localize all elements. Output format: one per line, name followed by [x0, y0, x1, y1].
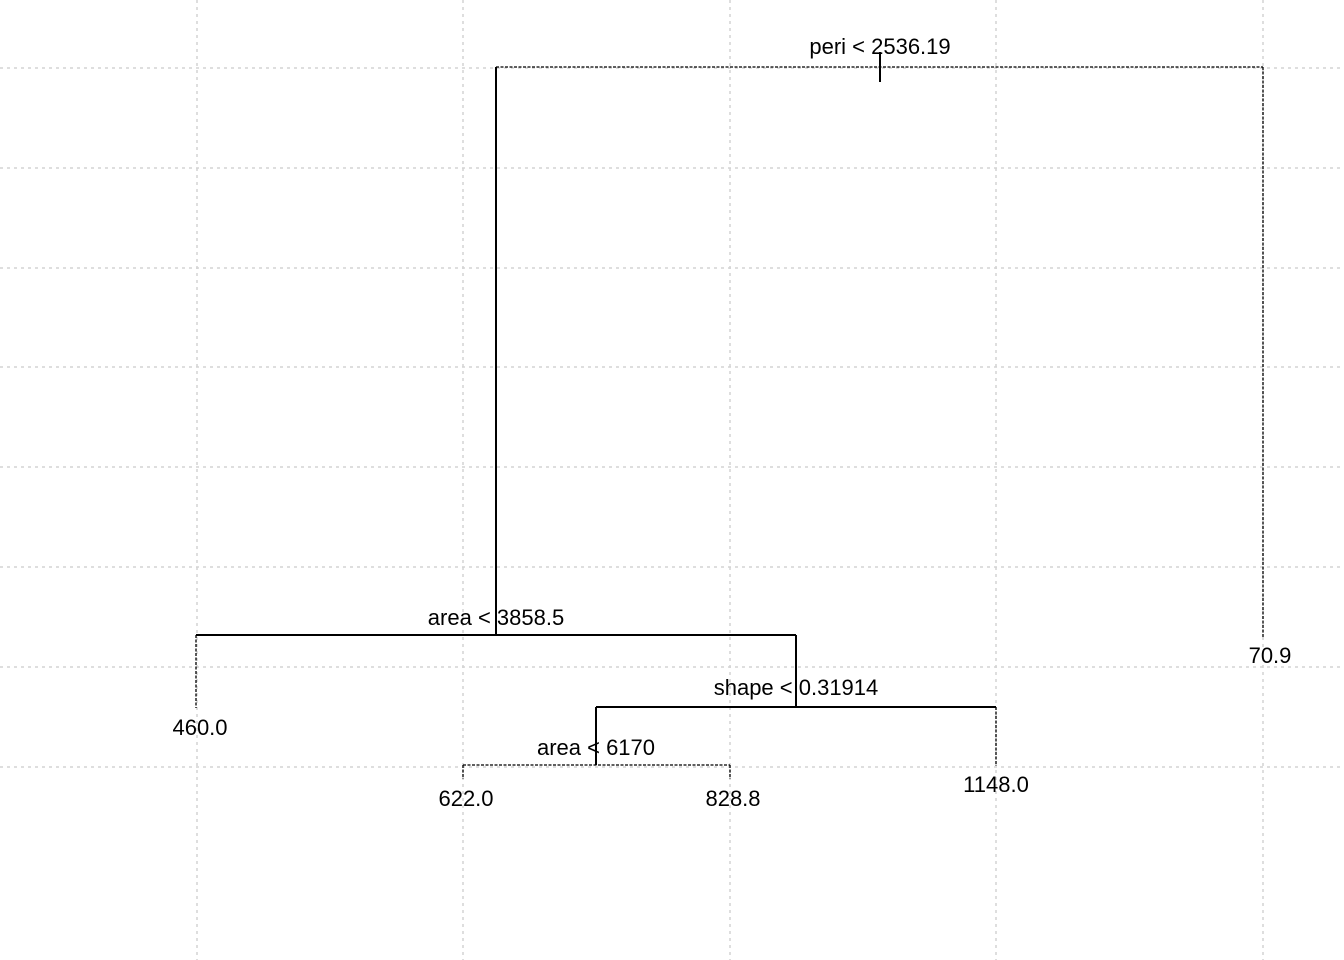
leaf-label: 828.8: [705, 786, 760, 811]
split-label-shape: shape < 0.31914: [714, 675, 879, 700]
leaf-label: 70.9: [1249, 643, 1292, 668]
split-labels: peri < 2536.19 area < 3858.5 shape < 0.3…: [428, 34, 951, 760]
tree-edges: [195, 52, 1264, 779]
leaf-label: 622.0: [438, 786, 493, 811]
leaf-label: 460.0: [172, 715, 227, 740]
split-label-root: peri < 2536.19: [809, 34, 950, 59]
leaf-labels: 460.0 622.0 828.8 1148.0 70.9: [172, 643, 1291, 811]
leaf-label: 1148.0: [963, 772, 1029, 797]
split-label-area-2: area < 6170: [537, 735, 655, 760]
split-label-area: area < 3858.5: [428, 605, 564, 630]
